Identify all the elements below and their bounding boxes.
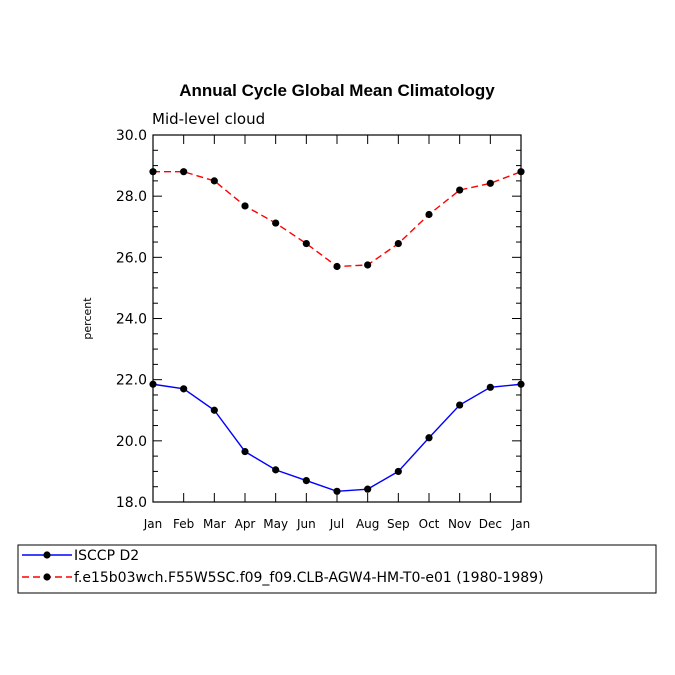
chart-subtitle: Mid-level cloud (152, 110, 265, 128)
y-tick-label: 20.0 (116, 434, 147, 450)
data-point (272, 219, 280, 227)
x-tick-label: Jan (143, 517, 163, 531)
x-tick-label: Feb (173, 517, 194, 531)
chart-title: Annual Cycle Global Mean Climatology (179, 81, 495, 100)
y-axis-label: percent (81, 297, 94, 340)
data-point (486, 383, 494, 391)
data-point (210, 406, 218, 414)
plot-frame (152, 134, 522, 503)
data-point (210, 177, 218, 185)
plot-border (152, 134, 522, 503)
x-tick-label: Mar (203, 517, 226, 531)
legend-marker-1 (43, 551, 51, 559)
data-point (425, 434, 433, 442)
data-point (364, 485, 372, 493)
data-point (302, 239, 310, 248)
data-point (517, 380, 525, 388)
data-point (517, 168, 525, 176)
x-tick-label: Dec (479, 517, 502, 531)
data-point (272, 466, 280, 474)
y-tick-label: 24.0 (116, 312, 147, 328)
data-point (394, 467, 402, 476)
data-point (241, 447, 249, 456)
y-tick-label: 18.0 (116, 495, 147, 511)
data-point (180, 168, 188, 176)
data-point (333, 487, 341, 495)
data-point (456, 401, 464, 409)
data-point (394, 239, 402, 248)
y-tick-label: 28.0 (116, 189, 147, 205)
x-tick-label: Jul (329, 517, 344, 531)
legend-label-2: f.e15b03wch.F55W5SC.f09_f09.CLB-AGW4-HM-… (74, 570, 544, 586)
data-point (364, 261, 372, 269)
legend-box (17, 544, 657, 594)
data-point (425, 210, 433, 219)
y-tick-label: 30.0 (116, 128, 147, 144)
x-tick-label: Apr (235, 517, 256, 531)
x-tick-label: Sep (387, 517, 410, 531)
data-point (486, 179, 494, 187)
data-point (149, 168, 157, 176)
y-tick-label: 26.0 (116, 250, 147, 266)
y-tick-label: 22.0 (116, 373, 147, 389)
data-point (241, 202, 249, 210)
series-1 (149, 380, 525, 495)
data-point (302, 476, 310, 485)
x-tick-label: Nov (448, 517, 471, 531)
x-axis: Jan Feb Mar Apr May Jun Jul Aug Sep Oct Nov Dec Jan (143, 135, 531, 531)
legend-marker-2 (43, 573, 51, 581)
data-point (333, 262, 341, 271)
x-tick-label: Jun (296, 517, 316, 531)
series-line (152, 383, 522, 493)
series-layer (149, 168, 525, 495)
series-line (153, 170, 522, 268)
x-tick-label: Aug (356, 517, 379, 531)
x-tick-label: Jan (511, 517, 531, 531)
data-point (180, 385, 188, 393)
x-tick-label: Oct (419, 517, 440, 531)
legend-label-1: ISCCP D2 (74, 548, 139, 564)
legend: ISCCP D2 f.e15b03wch.F55W5SC.f09_f09.CLB-… (17, 544, 657, 594)
y-axis: 18.0 20.0 22.0 24.0 26.0 28.0 30.0 (116, 128, 521, 511)
data-point (456, 186, 464, 194)
series-2 (149, 168, 525, 271)
x-tick-label: May (263, 517, 288, 531)
data-point (149, 380, 157, 388)
